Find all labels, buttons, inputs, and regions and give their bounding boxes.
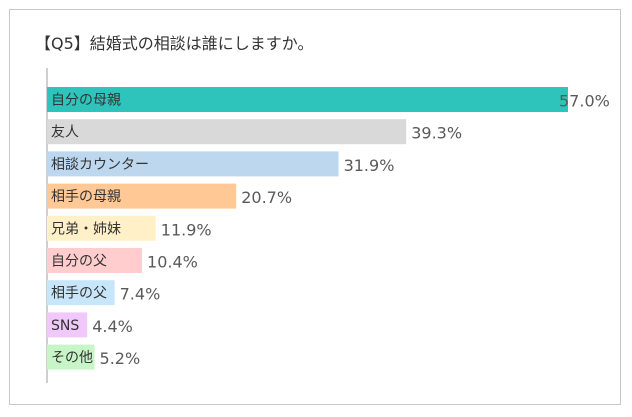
value-label-4: 11.9% xyxy=(161,220,212,239)
bar-0 xyxy=(47,87,568,112)
category-label-2: 相談カウンター xyxy=(51,157,149,173)
bar-3 xyxy=(47,183,237,209)
category-label-0: 自分の母親 xyxy=(51,93,121,109)
value-label-0: 57.0% xyxy=(559,92,610,111)
bar-2 xyxy=(47,151,339,177)
value-label-8: 5.2% xyxy=(100,349,141,368)
category-label-3: 相手の母親 xyxy=(51,189,121,205)
value-label-3: 20.7% xyxy=(241,188,292,207)
value-label-5: 10.4% xyxy=(147,253,198,272)
value-label-7: 4.4% xyxy=(92,317,133,336)
category-label-5: 自分の父 xyxy=(51,254,107,270)
category-label-4: 兄弟・姉妹 xyxy=(51,221,121,237)
value-label-1: 39.3% xyxy=(411,124,462,143)
bar-4 xyxy=(47,215,156,241)
value-label-6: 7.4% xyxy=(120,285,161,304)
value-label-2: 31.9% xyxy=(344,156,395,175)
bar-5 xyxy=(47,248,143,273)
bar-8 xyxy=(47,344,95,370)
bar-1 xyxy=(47,119,407,145)
category-label-7: SNS xyxy=(51,318,79,334)
bar-6 xyxy=(47,280,115,306)
category-label-1: 友人 xyxy=(51,125,79,141)
chart-title: 【Q5】結婚式の相談は誰にしますか。 xyxy=(35,34,314,53)
category-label-8: その他 xyxy=(51,350,93,366)
category-label-6: 相手の父 xyxy=(51,286,107,302)
bar-7 xyxy=(47,312,88,338)
